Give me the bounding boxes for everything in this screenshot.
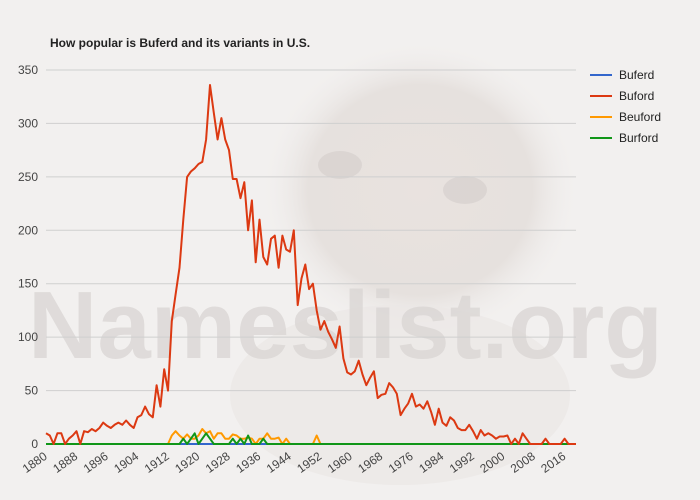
y-tick-label: 100 (18, 330, 38, 344)
y-tick-label: 350 (18, 63, 38, 77)
x-tick-label: 1912 (142, 449, 172, 476)
y-tick-label: 0 (31, 437, 38, 451)
watermark-text: Nameslist.org (28, 272, 663, 379)
legend-label-burford: Burford (619, 131, 658, 145)
x-tick-label: 1976 (386, 449, 416, 476)
legend-label-buford: Buford (619, 89, 654, 103)
x-tick-label: 1968 (355, 449, 385, 476)
x-tick-label: 1896 (81, 449, 111, 476)
y-axis-ticks: 0 50 100 150 200 250 300 350 (18, 63, 38, 451)
series-line-buford (45, 84, 576, 445)
legend-label-buferd: Buferd (619, 68, 654, 82)
grid-lines (46, 69, 576, 445)
x-tick-label: 1960 (325, 449, 355, 476)
x-tick-label: 1928 (203, 449, 233, 476)
x-tick-label: 2000 (477, 449, 507, 476)
x-tick-label: 1936 (233, 449, 263, 476)
x-tick-label: 2016 (538, 449, 568, 476)
legend: Buferd Buford Beuford Burford (590, 68, 661, 145)
x-tick-label: 1904 (111, 449, 141, 476)
x-tick-label: 2008 (508, 449, 538, 476)
x-axis-ticks: 1880 1888 1896 1904 1912 1920 1928 1936 1944 1952… (20, 449, 569, 476)
x-tick-label: 1880 (20, 449, 50, 476)
x-tick-label: 1992 (447, 449, 477, 476)
x-tick-label: 1920 (172, 449, 202, 476)
y-tick-label: 250 (18, 170, 38, 184)
x-tick-label: 1952 (294, 449, 324, 476)
y-tick-label: 300 (18, 116, 38, 130)
chart-title: How popular is Buferd and its variants i… (50, 36, 310, 50)
x-tick-label: 1944 (264, 449, 294, 476)
y-tick-label: 200 (18, 223, 38, 237)
series-line-burford (46, 432, 576, 445)
y-tick-label: 150 (18, 277, 38, 291)
y-tick-label: 50 (25, 384, 39, 398)
x-tick-label: 1888 (50, 449, 80, 476)
x-tick-label: 1984 (416, 449, 446, 476)
legend-label-beuford: Beuford (619, 110, 661, 124)
series-lines (45, 84, 576, 445)
series-line-beuford (46, 428, 576, 445)
